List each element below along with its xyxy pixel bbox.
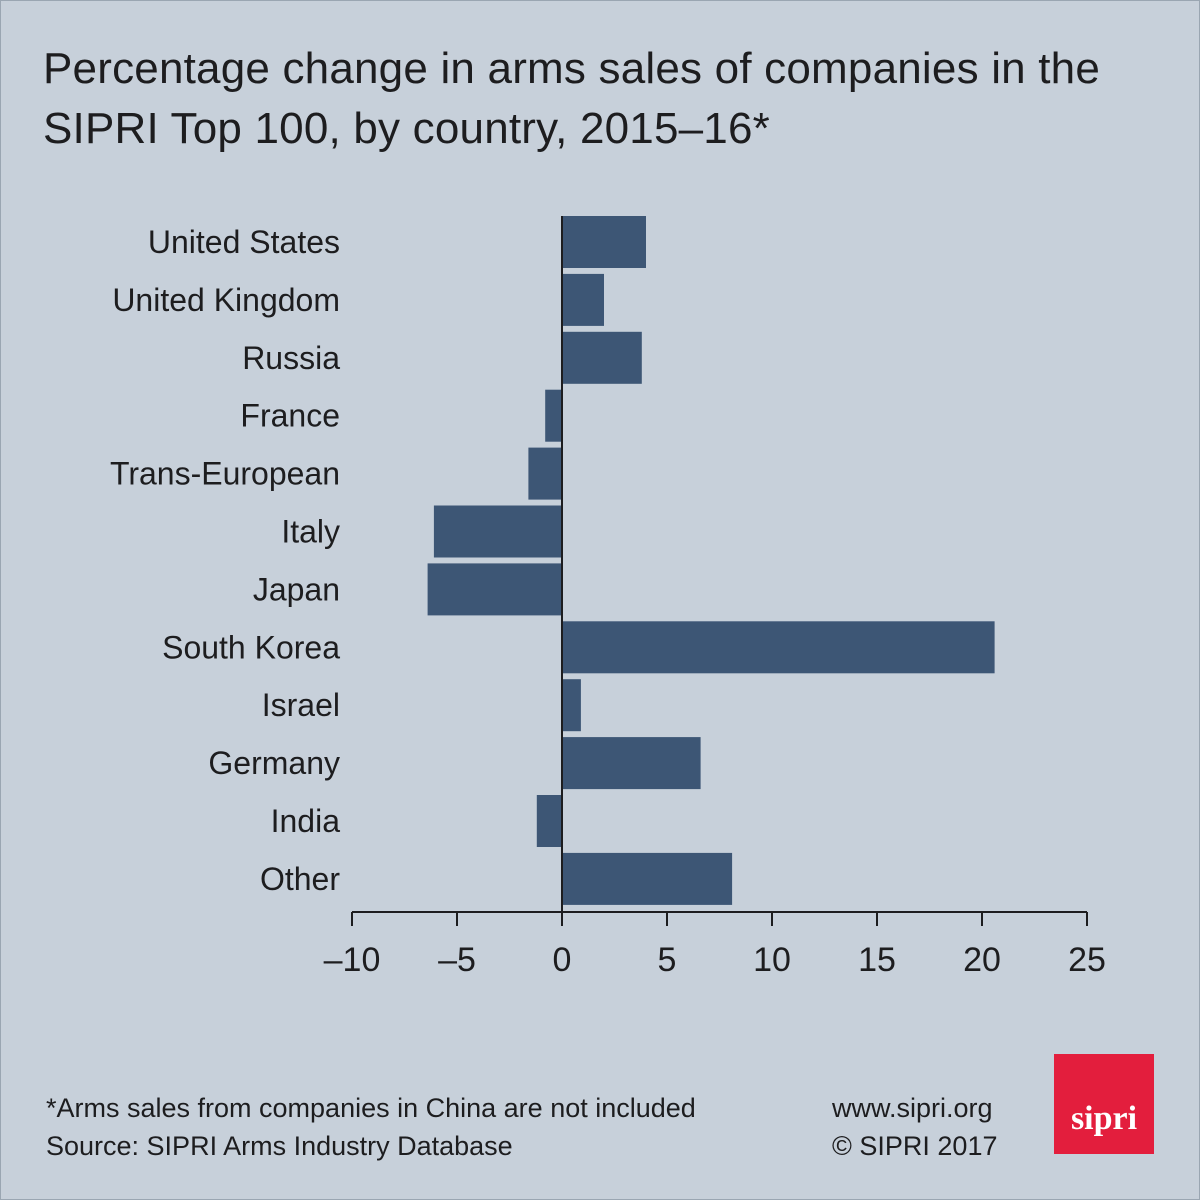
bar-chart: United States United Kingdom Russia France T… — [110, 216, 1106, 979]
bar-france — [545, 389, 562, 442]
x-axis: –10 –5 0 5 10 15 20 25 — [324, 911, 1106, 979]
x-tick-label: 20 — [963, 941, 1001, 979]
category-label: India — [271, 803, 341, 839]
bar-other — [562, 852, 733, 905]
x-tick-label: 15 — [858, 941, 896, 979]
bar-israel — [562, 679, 581, 732]
x-tick-label: 0 — [553, 941, 572, 979]
bar-germany — [562, 737, 701, 790]
category-label: Other — [260, 861, 340, 897]
bar-united-kingdom — [562, 273, 604, 326]
category-label: Trans-European — [110, 456, 340, 492]
x-tick-label: –10 — [324, 941, 381, 979]
copyright-text: © SIPRI 2017 — [832, 1131, 998, 1161]
category-label: South Korea — [162, 629, 340, 665]
bar-united-states — [562, 216, 646, 268]
category-labels-layer: United States United Kingdom Russia France T… — [110, 224, 340, 897]
category-label: United Kingdom — [112, 282, 340, 318]
bar-russia — [562, 331, 642, 384]
bar-india — [536, 795, 562, 847]
category-label: Russia — [242, 340, 340, 376]
website-link[interactable]: www.sipri.org — [832, 1093, 993, 1123]
footer-notes: *Arms sales from companies in China are … — [46, 1089, 696, 1165]
bars-layer — [427, 216, 995, 905]
category-label: Italy — [281, 514, 340, 550]
x-tick-label: –5 — [438, 941, 476, 979]
source-note: Source: SIPRI Arms Industry Database — [46, 1131, 513, 1161]
logo-text: sipri — [1070, 1100, 1138, 1137]
footer-credits: www.sipri.org © SIPRI 2017 — [832, 1089, 997, 1165]
category-label: United States — [148, 224, 340, 260]
bar-trans-european — [528, 447, 562, 500]
sipri-logo: sipri — [1054, 1054, 1154, 1154]
x-tick-label: 10 — [753, 941, 791, 979]
category-label: France — [240, 398, 340, 434]
bar-south-korea — [562, 621, 995, 674]
footnote: *Arms sales from companies in China are … — [46, 1093, 696, 1123]
x-tick-label: 5 — [658, 941, 677, 979]
category-label: Germany — [208, 745, 340, 781]
chart-title: Percentage change in arms sales of compa… — [43, 44, 1101, 153]
x-tick-label: 25 — [1068, 941, 1106, 979]
bar-japan — [427, 563, 562, 616]
bar-italy — [433, 505, 562, 558]
category-label: Japan — [253, 571, 340, 607]
category-label: Israel — [262, 687, 340, 723]
